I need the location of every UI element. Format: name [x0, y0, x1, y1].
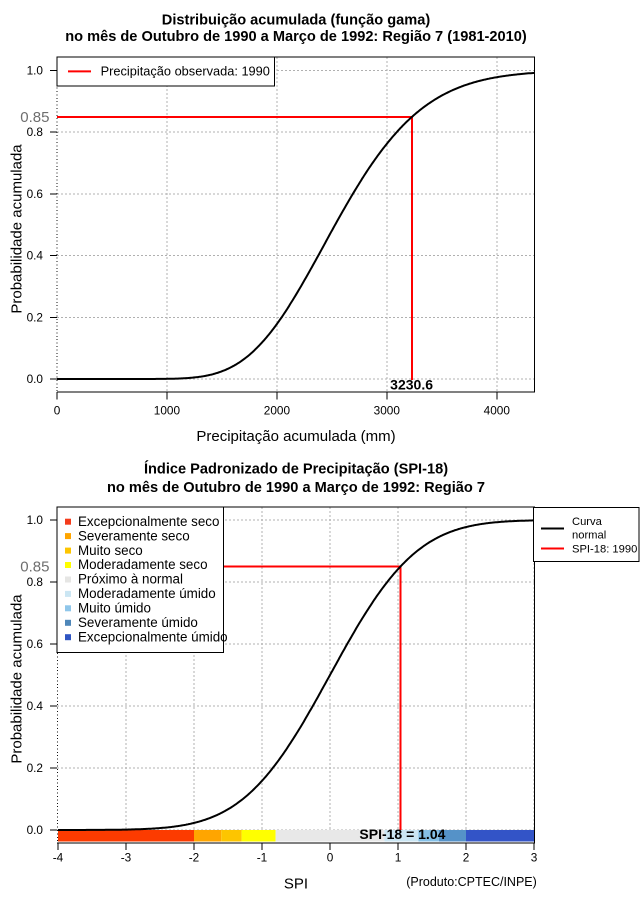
- svg-text:no mês de Outubro de 1990 a Ma: no mês de Outubro de 1990 a Março de 199…: [107, 480, 485, 496]
- svg-text:Severamente seco: Severamente seco: [78, 528, 190, 543]
- svg-text:-2: -2: [189, 851, 200, 865]
- svg-text:1.0: 1.0: [27, 513, 44, 527]
- svg-text:0.2: 0.2: [27, 761, 43, 775]
- svg-text:0.0: 0.0: [27, 372, 44, 386]
- svg-text:Excepcionalmente seco: Excepcionalmente seco: [78, 514, 219, 529]
- svg-text:-1: -1: [257, 851, 268, 865]
- svg-text:Índice Padronizado de Precipit: Índice Padronizado de Precipitação (SPI-…: [144, 460, 448, 477]
- svg-text:Excepcionalmente úmido: Excepcionalmente úmido: [78, 629, 228, 644]
- svg-text:2: 2: [463, 851, 470, 865]
- svg-text:0.85: 0.85: [20, 559, 49, 576]
- svg-text:Probabilidade acumulada: Probabilidade acumulada: [9, 144, 26, 314]
- svg-text:-4: -4: [53, 851, 64, 865]
- svg-text:0.6: 0.6: [27, 637, 44, 651]
- svg-text:SPI-18 = 1.04: SPI-18 = 1.04: [359, 826, 445, 842]
- svg-text:0.8: 0.8: [27, 125, 44, 139]
- svg-text:0: 0: [327, 851, 334, 865]
- svg-text:3230.6: 3230.6: [390, 377, 433, 393]
- svg-text:0.4: 0.4: [27, 699, 44, 713]
- svg-text:no mês de Outubro de 1990 a Ma: no mês de Outubro de 1990 a Março de 199…: [65, 29, 527, 45]
- svg-text:0: 0: [54, 404, 61, 418]
- svg-text:4000: 4000: [484, 404, 511, 418]
- svg-text:1: 1: [395, 851, 402, 865]
- svg-text:3: 3: [531, 851, 538, 865]
- svg-text:0.6: 0.6: [27, 187, 44, 201]
- svg-text:0.4: 0.4: [27, 249, 44, 263]
- svg-text:Muito seco: Muito seco: [78, 543, 143, 558]
- svg-text:2000: 2000: [264, 404, 291, 418]
- svg-text:SPI: SPI: [284, 876, 308, 893]
- svg-text:0.0: 0.0: [27, 823, 44, 837]
- svg-text:0.8: 0.8: [27, 575, 44, 589]
- svg-text:Moderadamente seco: Moderadamente seco: [78, 557, 208, 572]
- svg-text:Distribuição acumulada (função: Distribuição acumulada (função gama): [162, 13, 431, 29]
- svg-text:Curva: Curva: [572, 516, 603, 528]
- svg-text:Probabilidade acumulada: Probabilidade acumulada: [9, 594, 26, 764]
- svg-text:0.85: 0.85: [20, 109, 49, 126]
- svg-text:Moderadamente úmido: Moderadamente úmido: [78, 586, 216, 601]
- svg-text:Precipitação acumulada (mm): Precipitação acumulada (mm): [196, 428, 395, 445]
- svg-text:0.2: 0.2: [27, 310, 43, 324]
- svg-text:Severamente úmido: Severamente úmido: [78, 615, 198, 630]
- svg-text:3000: 3000: [374, 404, 401, 418]
- svg-text:1000: 1000: [154, 404, 181, 418]
- svg-text:-3: -3: [121, 851, 132, 865]
- svg-text:SPI-18: 1990: SPI-18: 1990: [572, 544, 637, 556]
- svg-text:normal: normal: [572, 530, 606, 542]
- svg-text:1.0: 1.0: [27, 64, 44, 78]
- svg-text:Muito úmido: Muito úmido: [78, 601, 151, 616]
- svg-text:(Produto:CPTEC/INPE): (Produto:CPTEC/INPE): [406, 875, 537, 889]
- svg-text:Próximo à normal: Próximo à normal: [78, 572, 183, 587]
- svg-text:Precipitação observada: 1990: Precipitação observada: 1990: [101, 64, 270, 79]
